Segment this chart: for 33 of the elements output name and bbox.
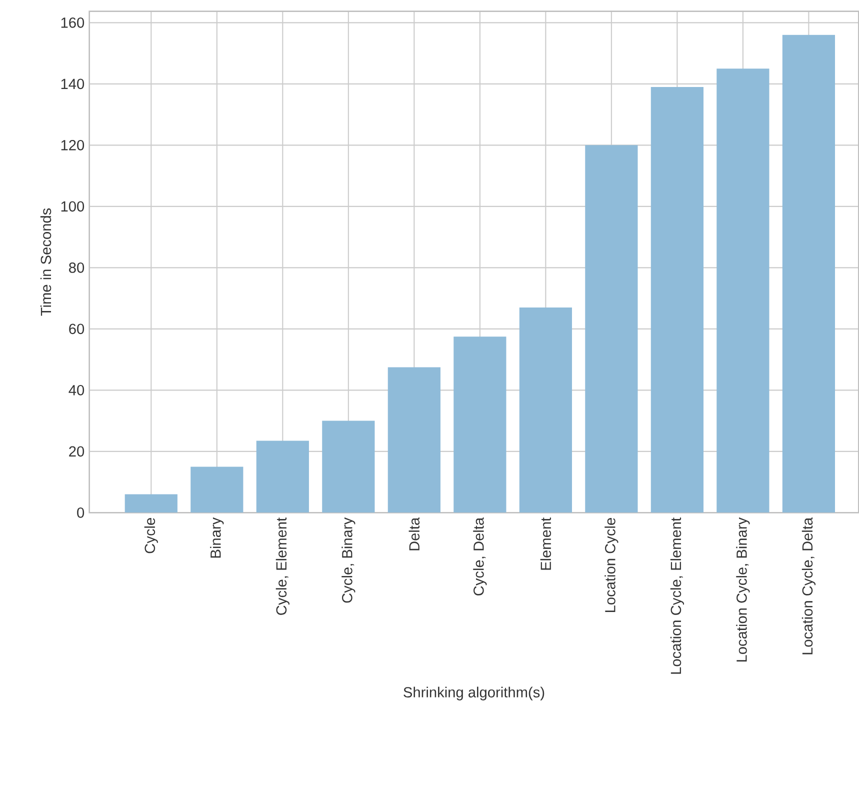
bar: [716, 68, 770, 513]
y-tick-label: 160: [61, 18, 84, 28]
x-tick-label: Location Cycle, Delta: [802, 517, 816, 654]
x-tick-label: Cycle: [144, 518, 158, 554]
x-tick-label: Location Cycle, Element: [670, 517, 684, 674]
x-tick-label: Cycle, Delta: [473, 517, 487, 596]
y-tick-label: 60: [69, 324, 84, 334]
y-tick-label: 120: [61, 140, 84, 150]
bar: [388, 367, 440, 513]
x-tick-label: Element: [540, 517, 552, 570]
bar: [322, 420, 375, 513]
y-tick-label: 100: [61, 201, 84, 212]
x-tick-label: Binary: [210, 517, 224, 558]
bar: [256, 440, 309, 513]
y-tick-label: 40: [68, 385, 84, 396]
bar: [585, 145, 638, 513]
y-tick-label: 20: [69, 446, 84, 457]
x-axis-title: Shrinking algorithm(s): [404, 686, 544, 700]
bar: [782, 34, 835, 513]
y-axis-title: Time in Seconds: [40, 208, 52, 316]
bar: [124, 494, 178, 513]
bar: [190, 466, 244, 513]
x-tick-label: Location Cycle: [604, 518, 618, 612]
x-tick-label: Delta: [408, 517, 420, 550]
x-tick-label: Cycle, Binary: [342, 517, 356, 603]
y-tick-label: 0: [77, 508, 84, 518]
x-tick-label: Location Cycle, Binary: [736, 517, 750, 662]
bar: [650, 86, 704, 513]
y-tick-label: 80: [69, 262, 84, 273]
y-tick-label: 140: [61, 78, 84, 90]
bar: [454, 336, 506, 513]
bar: [519, 307, 572, 513]
x-tick-label: Cycle, Element: [276, 517, 290, 615]
